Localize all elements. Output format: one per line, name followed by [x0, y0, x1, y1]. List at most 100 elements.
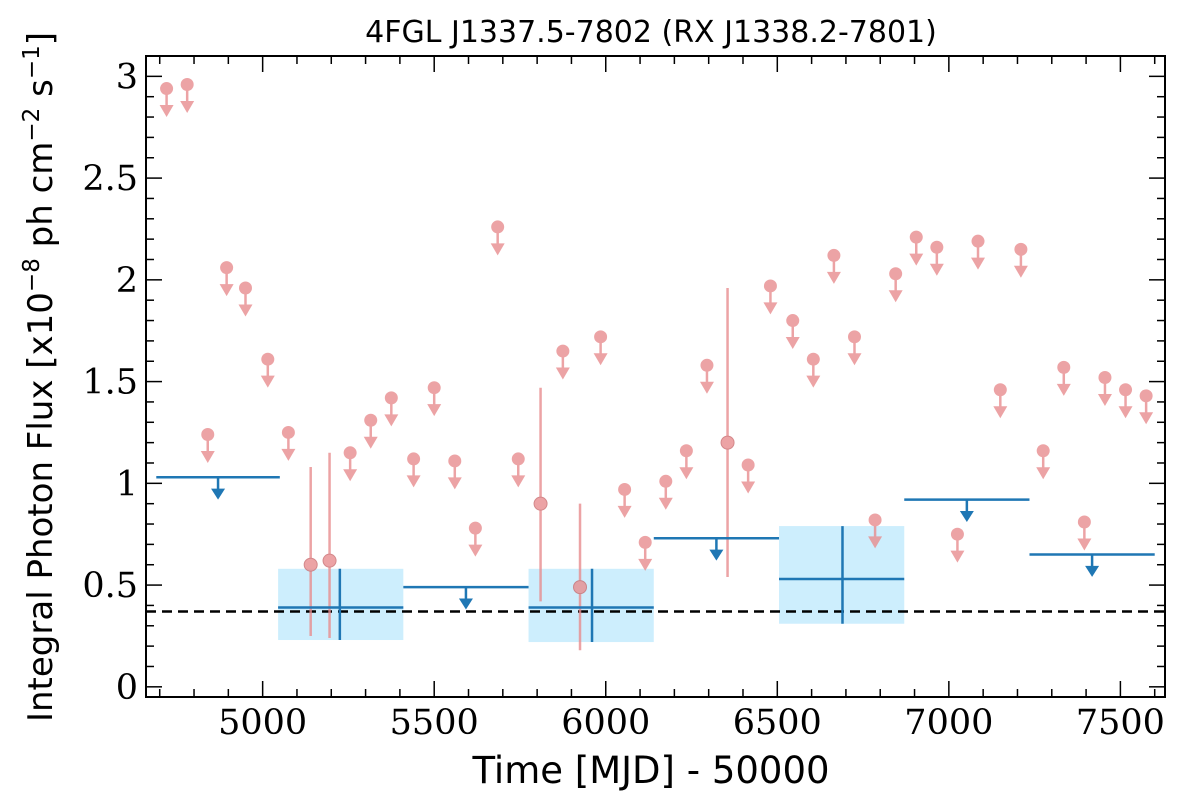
short-bin-detection-2 [533, 387, 548, 602]
short-bin-upper-limit-32 [929, 240, 944, 276]
short-bin-point [556, 344, 570, 358]
short-bin-arrow-head [1056, 383, 1071, 396]
short-bin-arrow-head [593, 353, 608, 366]
short-bin-arrow-head [785, 337, 800, 350]
short-bin-point [971, 234, 985, 248]
short-bin-arrow-head [1118, 406, 1133, 419]
short-bin-upper-limit-38 [1056, 360, 1071, 396]
short-bin-upper-limit-12 [447, 454, 462, 490]
short-bin-point [201, 427, 215, 441]
short-bin-upper-limit-27 [826, 248, 841, 284]
short-bin-upper-limit-42 [1139, 389, 1154, 425]
short-bin-detection-3 [573, 503, 588, 651]
short-bin-point [806, 352, 820, 366]
x-axis-label: Time [MJD] - 50000 [471, 749, 829, 792]
short-bin-point [679, 444, 693, 458]
short-bin-upper-limit-2 [200, 427, 215, 463]
short-bin-upper-limit-4 [238, 281, 253, 317]
short-bin-upper-limit-16 [555, 344, 570, 380]
short-bin-arrow-head [447, 477, 462, 490]
short-bin-point [763, 279, 777, 293]
short-bin-arrow-head [406, 475, 421, 488]
long-bin-upper-limit-3 [904, 498, 1030, 522]
short-bin-point [889, 267, 903, 281]
short-bin-point [238, 281, 252, 295]
short-bin-arrow-head [950, 550, 965, 563]
short-bin-upper-limit-26 [806, 352, 821, 388]
short-bin-arrow-head [555, 367, 570, 380]
short-bin-point [659, 474, 673, 488]
long-bin-upper-limit-0 [156, 475, 280, 500]
short-bin-point [786, 314, 800, 328]
short-bin-upper-limit-22 [699, 358, 714, 394]
y-tick-label: 2.5 [82, 159, 138, 199]
short-bin-upper-limit-14 [490, 220, 505, 256]
short-bin-upper-limit-6 [281, 425, 296, 461]
short-bin-upper-limit-17 [593, 330, 608, 366]
short-bin-point [427, 381, 441, 395]
short-bin-point [1036, 444, 1050, 458]
x-tick-label: 7500 [1076, 703, 1165, 743]
short-bin-point [407, 452, 421, 466]
short-bin-point [160, 82, 174, 96]
short-bin-arrow-head [427, 404, 442, 417]
short-bin-upper-limit-30 [888, 267, 903, 303]
y-tick-label: 0.5 [82, 566, 138, 606]
short-bin-upper-limit-23 [741, 458, 756, 494]
short-bin-point [1077, 515, 1091, 529]
short-bin-arrow-head [971, 257, 986, 270]
y-tick-label: 3 [116, 57, 138, 97]
short-bin-point [281, 425, 295, 439]
short-bin-upper-limit-13 [468, 521, 483, 557]
long-bin-upper-limit-2 [653, 537, 780, 561]
short-bin-point [868, 513, 882, 527]
short-bin-arrow-head [1077, 538, 1092, 551]
short-bin-upper-limit-8 [363, 413, 378, 449]
short-bin-upper-limit-31 [909, 230, 924, 266]
short-bin-point [384, 391, 398, 405]
short-bin-point [700, 358, 714, 372]
short-bin-point [1139, 389, 1153, 403]
y-tick-label: 1 [116, 464, 138, 504]
short-bin-point [573, 580, 588, 595]
plot-frame [145, 55, 1166, 698]
short-bin-point [322, 553, 337, 568]
short-bin-arrow-head [384, 414, 399, 427]
short-bin-upper-limit-28 [847, 330, 862, 366]
short-bin-arrow-head [929, 263, 944, 276]
short-bin-upper-limit-7 [343, 446, 358, 482]
x-tick-label: 6000 [561, 703, 650, 743]
x-tick-label: 5500 [390, 703, 479, 743]
short-bin-upper-limit-41 [1118, 383, 1133, 419]
short-bin-arrow-head [1013, 265, 1028, 278]
short-bin-upper-limit-5 [260, 352, 275, 388]
short-bin-arrow-head [363, 436, 378, 449]
short-bin-detection-4 [720, 287, 735, 577]
y-tick-label: 2 [116, 261, 138, 301]
short-bin-point [180, 77, 194, 91]
short-bin-arrow-head [909, 253, 924, 266]
plot-area: 5000 5500 6000 6500 7000 7500 0 0.5 1 1.5 2 2.5 3 [82, 55, 1166, 743]
short-bin-arrow-head [847, 353, 862, 366]
short-bin-arrow-head [993, 406, 1008, 419]
short-bin-upper-limit-40 [1097, 371, 1112, 406]
short-bin-point [448, 454, 462, 468]
y-axis-label: Integral Photon Flux [x10−8 ph cm−2 s−1] [19, 32, 61, 722]
short-bin-upper-limit-21 [679, 444, 694, 480]
short-bin-arrow-head [888, 290, 903, 303]
short-bin-point [827, 248, 841, 262]
short-bin-upper-limit-37 [1036, 444, 1051, 480]
short-bin-arrow-head [219, 284, 234, 297]
short-bin-point [638, 535, 652, 549]
short-bin-point [303, 557, 318, 572]
short-bin-arrow-head [868, 536, 883, 549]
short-bin-upper-limit-10 [406, 452, 421, 488]
short-bin-arrow-head [511, 475, 526, 488]
long-bin-detection-0 [278, 568, 404, 641]
short-bin-point [618, 482, 632, 496]
short-bin-point [468, 521, 482, 535]
short-bin-upper-limit-19 [638, 535, 653, 571]
short-bin-point [950, 527, 964, 541]
short-bin-point [220, 261, 234, 275]
long-bin-arrow-head [458, 598, 473, 610]
